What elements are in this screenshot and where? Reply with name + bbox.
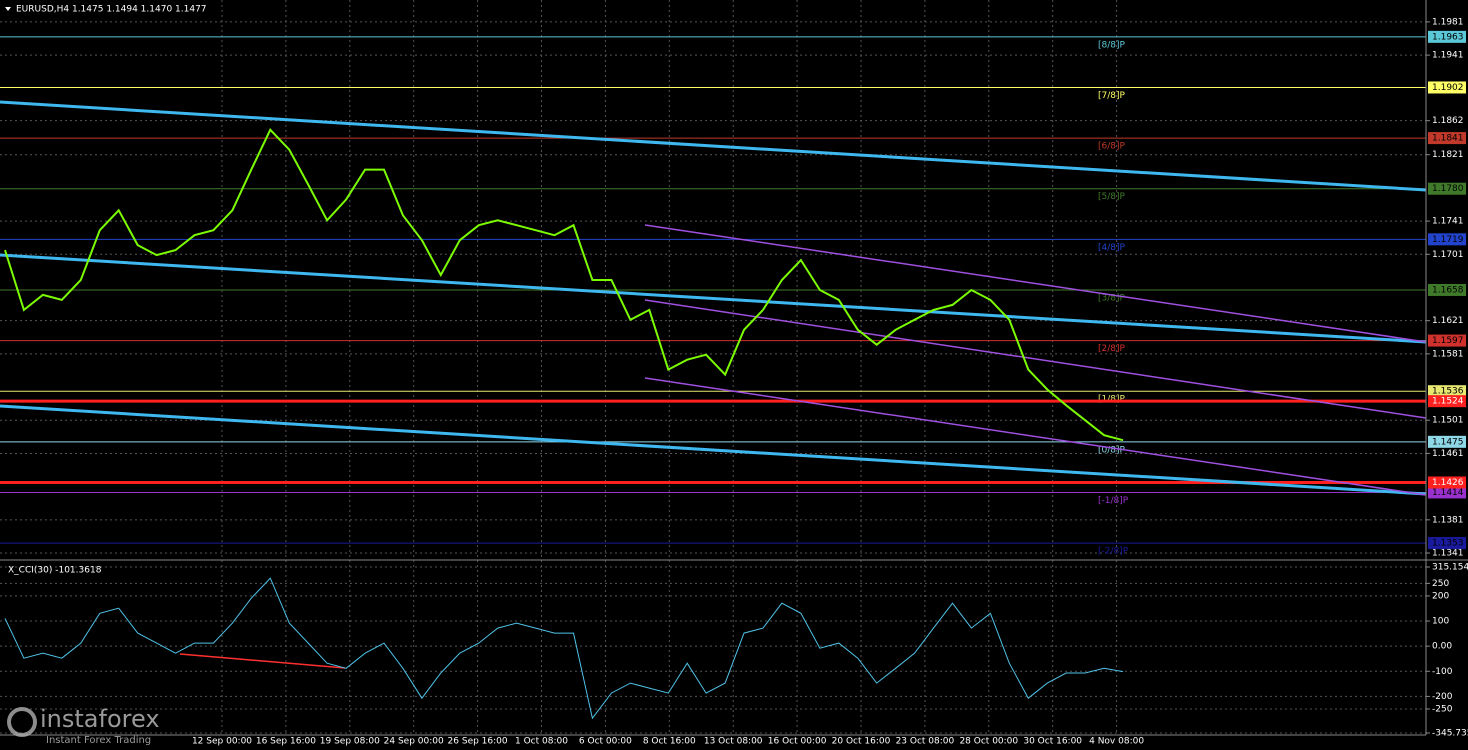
x-tick-label: 19 Sep 08:00 (320, 737, 380, 747)
level-name: [8/8]P (1098, 40, 1126, 50)
support-value-box (1428, 395, 1466, 408)
x-tick-label: 13 Oct 08:00 (704, 737, 763, 747)
price-line (4, 128, 1124, 442)
level-name: [3/8]P (1098, 293, 1126, 303)
y-tick-label: 1.1741 (1432, 217, 1464, 227)
watermark: instaforex Instant Forex Trading (7, 705, 160, 746)
support-value: 1.1524 (1432, 397, 1464, 407)
y-tick-label: 1.1701 (1432, 250, 1464, 260)
x-tick-label: 24 Sep 00:00 (384, 737, 444, 747)
y-tick-label: 100 (1432, 617, 1449, 627)
channel-line (0, 100, 1427, 192)
y-tick-label: 1.1941 (1432, 51, 1464, 61)
channel-line (0, 404, 1427, 496)
level-value: 1.1353 (1432, 539, 1464, 549)
channel-line (644, 224, 1427, 343)
x-tick-label: 20 Oct 16:00 (832, 737, 891, 747)
level-name: [7/8]P (1098, 91, 1126, 101)
level-value-box (1428, 334, 1466, 347)
x-tick-label: 16 Oct 00:00 (768, 737, 827, 747)
level-name: [4/8]P (1098, 243, 1126, 253)
level-value-box (1428, 132, 1466, 145)
watermark-tagline: Instant Forex Trading (46, 735, 151, 746)
level-value: 1.1658 (1432, 285, 1464, 295)
axes-layer: 1.1981 1.1941 1.1862 1.1821 1.1741 1.1701 1.16… (192, 17, 1468, 746)
y-tick-label: 200 (1432, 591, 1449, 601)
x-tick-label: 8 Oct 16:00 (643, 737, 696, 747)
level-value-box (1428, 81, 1466, 94)
level-value: 1.1536 (1432, 387, 1464, 397)
x-tick-label: 28 Oct 00:00 (959, 737, 1018, 747)
level-value-box (1428, 283, 1466, 296)
y-tick-label: 1.1341 (1432, 549, 1464, 559)
y-tick-label: 1.1501 (1432, 416, 1464, 426)
level-value-box (1428, 30, 1466, 43)
y-tick-label: 1.1381 (1432, 515, 1464, 525)
level-value: 1.1780 (1432, 184, 1464, 194)
level-value-box (1428, 385, 1466, 398)
logo-icon (7, 707, 37, 737)
x-tick-label: 26 Sep 16:00 (448, 737, 508, 747)
channel-line (644, 299, 1427, 419)
level-name: [-2/8]P (1098, 547, 1129, 557)
y-tick-label: -250 (1432, 704, 1453, 714)
cci-line (4, 577, 1124, 720)
channel-line (0, 253, 1427, 344)
y-tick-label: 0.00 (1432, 642, 1452, 652)
level-value-box (1428, 537, 1466, 550)
level-value: 1.1597 (1432, 336, 1464, 346)
y-tick-label: 250 (1432, 579, 1449, 589)
watermark-brand: instaforex (40, 705, 160, 733)
x-tick-label: 4 Nov 08:00 (1089, 737, 1144, 747)
level-name: [-1/8]P (1098, 496, 1129, 506)
level-value: 1.1475 (1432, 437, 1464, 447)
y-tick-label: -100 (1432, 667, 1453, 677)
series-layer (4, 128, 1124, 720)
menu-triangle (5, 7, 11, 11)
level-value-box (1428, 435, 1466, 448)
y-tick-label: 1.1581 (1432, 349, 1464, 359)
level-value: 1.1719 (1432, 235, 1464, 245)
y-tick-label: -200 (1432, 692, 1453, 702)
x-tick-label: 12 Sep 00:00 (192, 737, 252, 747)
levels-layer: [8/8]P [7/8]P [6/8]P [5/8]P [4/8]P [3/8]P [2/8… (0, 36, 1426, 557)
level-value: 1.1841 (1432, 134, 1464, 144)
y-tick-label: 1.1621 (1432, 316, 1464, 326)
channels (0, 100, 1427, 669)
y-tick-label: 1.1821 (1432, 150, 1464, 160)
x-tick-label: 23 Oct 08:00 (896, 737, 955, 747)
y-tick-label: 1.1461 (1432, 449, 1464, 459)
level-name: [6/8]P (1098, 142, 1126, 152)
x-tick-label: 6 Oct 00:00 (579, 737, 632, 747)
x-tick-label: 16 Sep 16:00 (256, 737, 316, 747)
channel-line (644, 377, 1427, 496)
level-value-box (1428, 182, 1466, 195)
x-tick-label: 30 Oct 16:00 (1023, 737, 1082, 747)
level-name: [0/8]P (1098, 445, 1126, 455)
indicator-title: X_CCI(30) -101.3618 (8, 566, 102, 576)
y-tick-label: 1.1862 (1432, 116, 1464, 126)
chart-title: EURUSD,H4 1.1475 1.1494 1.1470 1.1477 (16, 5, 207, 15)
level-name: [2/8]P (1098, 344, 1126, 354)
support-value: 1.1426 (1432, 478, 1464, 488)
level-value-box (1428, 233, 1466, 246)
level-value: 1.1414 (1432, 488, 1464, 498)
level-name: [5/8]P (1098, 192, 1126, 202)
support-value-box (1428, 476, 1466, 489)
divergence-line (179, 653, 346, 669)
level-value: 1.1963 (1432, 32, 1464, 42)
y-tick-label: 1.1981 (1432, 17, 1464, 27)
x-tick-label: 1 Oct 08:00 (515, 737, 568, 747)
y-tick-label: -345.735 (1432, 729, 1468, 739)
level-value-box (1428, 486, 1466, 499)
level-value: 1.1902 (1432, 83, 1464, 93)
